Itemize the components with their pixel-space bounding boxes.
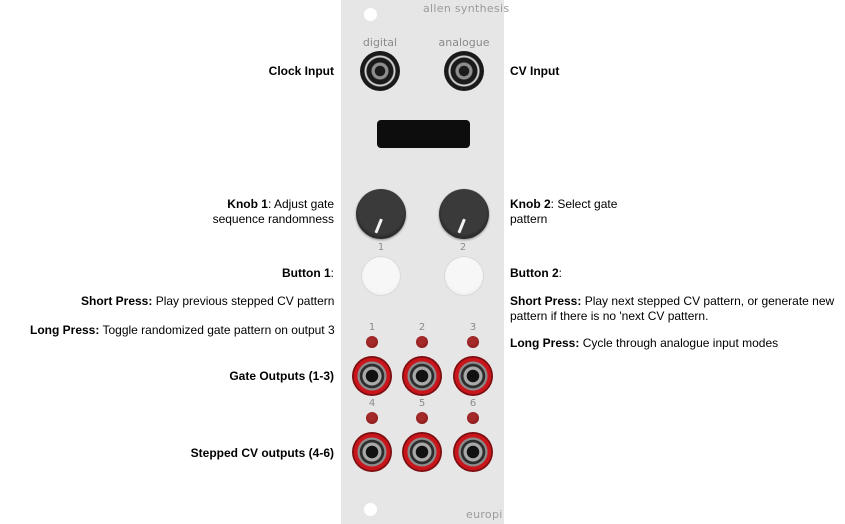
knob-2-desc-line2: pattern xyxy=(510,212,548,226)
knob-1-title: Knob 1 xyxy=(227,197,268,211)
led-2 xyxy=(416,336,428,348)
led-label-5: 5 xyxy=(418,398,426,409)
button-2-label: Button 2: xyxy=(510,266,562,280)
button-2-short-press: Short Press: Play next stepped CV patter… xyxy=(510,294,835,323)
led-label-1: 1 xyxy=(368,322,376,333)
knob-2-label: 2 xyxy=(459,242,467,253)
knob-1-desc-line2: sequence randomness xyxy=(212,212,334,226)
brand-top: allen synthesis xyxy=(423,2,510,15)
button-2[interactable] xyxy=(444,256,484,296)
led-label-2: 2 xyxy=(418,322,426,333)
led-label-6: 6 xyxy=(469,398,477,409)
clock-input-label: Clock Input xyxy=(268,64,334,78)
jack-label-analogue: analogue xyxy=(438,36,490,49)
cv-input-label: CV Input xyxy=(510,64,560,78)
button-1-long-press: Long Press: Toggle randomized gate patte… xyxy=(30,323,335,337)
knob-1[interactable] xyxy=(356,189,406,239)
button-1-title: Button 1 xyxy=(282,266,331,280)
knob-2-desc-line1: : Select gate xyxy=(550,197,618,211)
mounting-hole-bottom xyxy=(364,503,377,516)
led-label-3: 3 xyxy=(469,322,477,333)
cv-output-5-jack[interactable] xyxy=(402,432,442,472)
oled-display xyxy=(377,120,470,148)
cv-input-jack[interactable] xyxy=(444,51,484,91)
led-5 xyxy=(416,412,428,424)
button-2-title: Button 2 xyxy=(510,266,559,280)
gate-output-1-jack[interactable] xyxy=(352,356,392,396)
cv-output-4-jack[interactable] xyxy=(352,432,392,472)
button-2-long-press: Long Press: Cycle through analogue input… xyxy=(510,336,779,350)
stepped-cv-outputs-label: Stepped CV outputs (4-6) xyxy=(190,446,334,460)
clock-input-jack[interactable] xyxy=(360,51,400,91)
gate-outputs-label: Gate Outputs (1-3) xyxy=(229,369,334,383)
knob-2[interactable] xyxy=(439,189,489,239)
knob-1-description: Knob 1: Adjust gate sequence randomness xyxy=(213,197,334,227)
gate-output-3-jack[interactable] xyxy=(453,356,493,396)
jack-label-digital: digital xyxy=(362,36,398,49)
led-1 xyxy=(366,336,378,348)
led-4 xyxy=(366,412,378,424)
knob-2-title: Knob 2 xyxy=(510,197,551,211)
knob-1-desc-line1: : Adjust gate xyxy=(267,197,334,211)
button-1[interactable] xyxy=(361,256,401,296)
led-3 xyxy=(467,336,479,348)
led-6 xyxy=(467,412,479,424)
button-1-label: Button 1: xyxy=(282,266,334,280)
brand-bottom: europi xyxy=(466,508,503,521)
led-label-4: 4 xyxy=(368,398,376,409)
gate-output-2-jack[interactable] xyxy=(402,356,442,396)
cv-output-6-jack[interactable] xyxy=(453,432,493,472)
knob-1-label: 1 xyxy=(377,242,385,253)
knob-2-description: Knob 2: Select gate pattern xyxy=(510,197,617,227)
button-1-short-press: Short Press: Play previous stepped CV pa… xyxy=(81,294,335,308)
mounting-hole-top xyxy=(364,8,377,21)
